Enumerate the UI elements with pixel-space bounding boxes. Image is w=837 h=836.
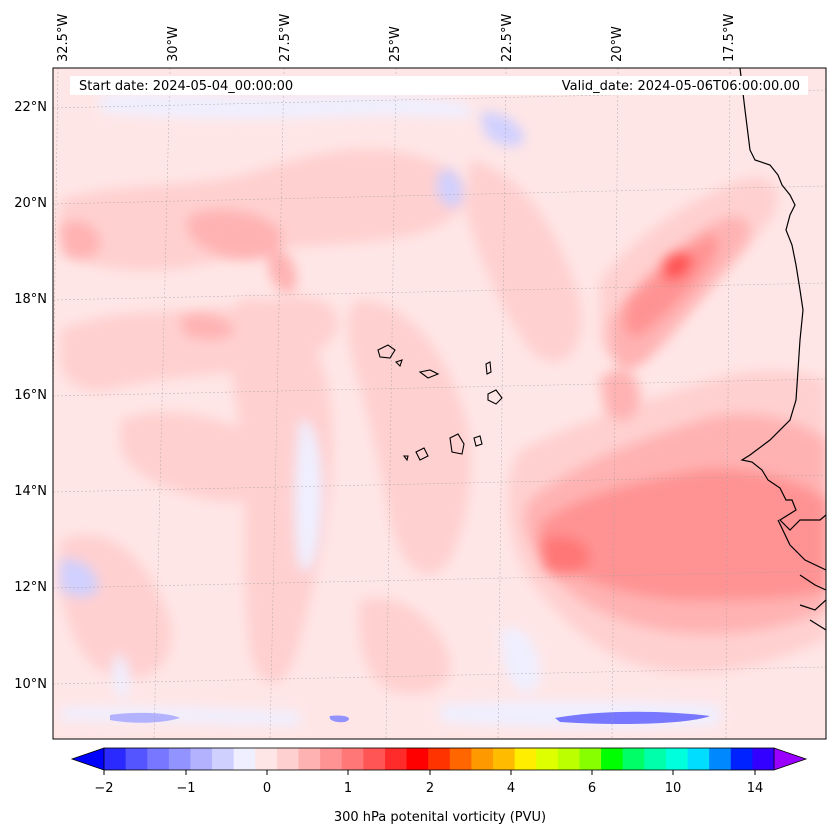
colorbar: −2 −1 0 1 2 4 6 10 14 300 hPa potenital … bbox=[70, 747, 808, 825]
colorbar-cell bbox=[449, 748, 472, 770]
colorbar-cell bbox=[514, 748, 537, 770]
colorbar-cell bbox=[341, 748, 364, 770]
colorbar-frame bbox=[103, 747, 775, 771]
colorbar-tick-label: 1 bbox=[344, 781, 352, 796]
lat-label: 16°N bbox=[14, 388, 47, 403]
colorbar-tick-label: 2 bbox=[426, 781, 434, 796]
lat-label: 12°N bbox=[14, 580, 47, 595]
colorbar-extend-min bbox=[72, 748, 104, 770]
colorbar-tick-label: 6 bbox=[588, 781, 596, 796]
pv-negative-core bbox=[555, 711, 710, 724]
colorbar-cell bbox=[752, 748, 775, 770]
coastline bbox=[739, 68, 826, 631]
lon-label: 32.5°W bbox=[56, 14, 71, 62]
colorbar-cell bbox=[320, 748, 343, 770]
valid-date-label: Valid_date: 2024-05-06T06:00:00.00 bbox=[562, 79, 800, 94]
colorbar-tick-label: 14 bbox=[747, 781, 764, 796]
colorbar-cell bbox=[644, 748, 667, 770]
colorbar-cell bbox=[190, 748, 213, 770]
colorbar-cell bbox=[687, 748, 710, 770]
colorbar-cell bbox=[406, 748, 429, 770]
colorbar-cell bbox=[212, 748, 235, 770]
pv-contour-fill-stronger bbox=[540, 235, 826, 600]
colorbar-cell bbox=[363, 748, 386, 770]
map-frame bbox=[52, 67, 827, 740]
colorbar-cell bbox=[536, 748, 559, 770]
lat-label: 20°N bbox=[14, 196, 47, 211]
colorbar-cell bbox=[471, 748, 494, 770]
colorbar-arrow-outline bbox=[70, 747, 808, 771]
pv-negative-core bbox=[329, 715, 350, 723]
lon-label: 22.5°W bbox=[500, 14, 515, 62]
colorbar-tick-labels: −2 −1 0 1 2 4 6 10 14 bbox=[94, 781, 763, 796]
cape-verde-islands bbox=[377, 344, 503, 462]
colorbar-cell bbox=[298, 748, 321, 770]
colorbar-tick-label: 0 bbox=[263, 781, 271, 796]
lon-label: 20°W bbox=[610, 26, 625, 62]
colorbar-cell bbox=[147, 748, 170, 770]
colorbar-cell bbox=[709, 748, 732, 770]
lat-label: 18°N bbox=[14, 292, 47, 307]
colorbar-cell bbox=[557, 748, 580, 770]
colorbar-cell bbox=[601, 748, 624, 770]
colorbar-cell bbox=[665, 748, 689, 770]
colorbar-cell bbox=[579, 748, 602, 770]
map-panel: Start date: 2024-05-04_00:00:00 Valid_da… bbox=[53, 68, 826, 739]
date-header-bar bbox=[70, 76, 808, 95]
colorbar-cell bbox=[255, 748, 278, 770]
colorbar-cell bbox=[493, 748, 516, 770]
lon-label: 30°W bbox=[166, 26, 181, 62]
colorbar-tick-label: 4 bbox=[507, 781, 515, 796]
colorbar-cell bbox=[125, 748, 148, 770]
colorbar-cell bbox=[276, 748, 300, 770]
colorbar-ticks bbox=[103, 770, 756, 775]
lon-label: 17.5°W bbox=[722, 14, 737, 62]
colorbar-label: 300 hPa potenital vorticity (PVU) bbox=[334, 810, 546, 825]
colorbar-cells bbox=[104, 748, 775, 770]
colorbar-extend-max bbox=[774, 748, 806, 770]
colorbar-cell bbox=[384, 748, 408, 770]
colorbar-cell bbox=[104, 748, 127, 770]
colorbar-tick-label: −2 bbox=[94, 781, 113, 796]
pv-negative-core bbox=[110, 712, 180, 723]
lat-label: 14°N bbox=[14, 484, 47, 499]
colorbar-cell bbox=[622, 748, 645, 770]
latitude-labels: 22°N 20°N 18°N 16°N 14°N 12°N 10°N bbox=[14, 100, 47, 692]
colorbar-cell bbox=[233, 748, 256, 770]
lon-label: 27.5°W bbox=[278, 14, 293, 62]
colorbar-tick-label: 10 bbox=[665, 781, 682, 796]
lat-label: 22°N bbox=[14, 100, 47, 115]
start-date-label: Start date: 2024-05-04_00:00:00 bbox=[79, 79, 293, 94]
colorbar-tick-label: −1 bbox=[176, 781, 195, 796]
colorbar-cell bbox=[428, 748, 451, 770]
colorbar-cell bbox=[168, 748, 191, 770]
longitude-labels: 32.5°W 30°W 27.5°W 25°W 22.5°W 20°W 17.5… bbox=[56, 14, 737, 62]
colorbar-cell bbox=[730, 748, 753, 770]
lon-label: 25°W bbox=[388, 26, 403, 62]
lat-label: 10°N bbox=[14, 677, 47, 692]
